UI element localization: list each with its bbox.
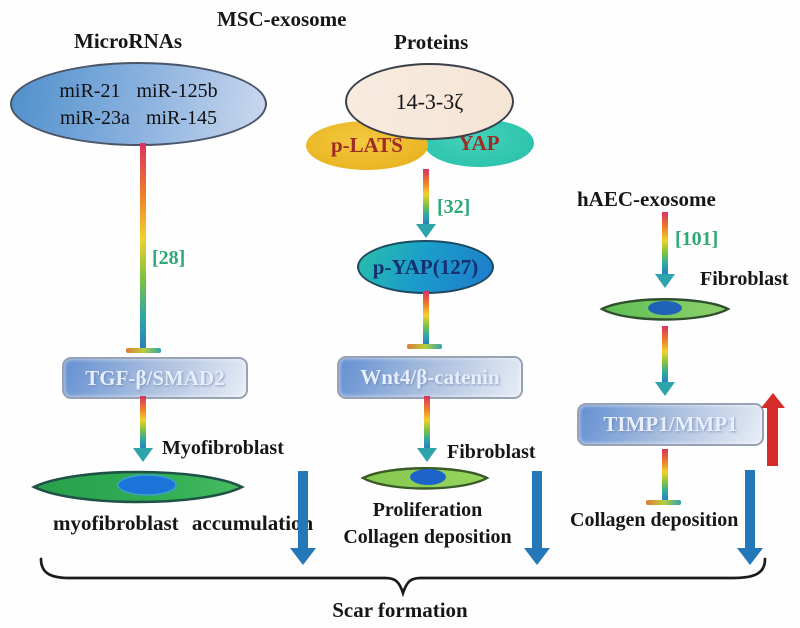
blue-down-arrow-mid-head bbox=[524, 548, 550, 565]
collagen-deposition-label-mid: Collagen deposition bbox=[343, 526, 512, 548]
protein-14-3-3-label: 14-3-3ζ bbox=[395, 88, 464, 114]
mirna-row-2: miR-23a miR-145 bbox=[60, 105, 217, 131]
p-lats-label: p-LATS bbox=[331, 133, 403, 157]
p-yap-label: p-YAP(127) bbox=[372, 254, 479, 279]
cell-nucleus bbox=[410, 469, 446, 485]
inhibition-bar-collagen bbox=[646, 500, 681, 505]
arrowhead-down-icon bbox=[133, 448, 153, 462]
rainbow-line-haec bbox=[662, 212, 668, 274]
rainbow-line-wnt-cell bbox=[424, 396, 430, 448]
scar-formation-label: Scar formation bbox=[332, 598, 468, 622]
inhibition-bar-tgf bbox=[126, 348, 161, 353]
citation-32: [32] bbox=[437, 196, 471, 218]
arrowhead-down-icon bbox=[655, 274, 675, 288]
fibroblast-cell-right bbox=[599, 298, 731, 321]
blue-down-arrow-right-head bbox=[737, 548, 763, 565]
mirna-label: miR-23a bbox=[59, 106, 130, 129]
rainbow-line-yap bbox=[423, 169, 429, 224]
proteins-title: Proteins bbox=[394, 30, 469, 54]
rainbow-line-tgf-cell bbox=[140, 396, 146, 448]
arrowhead-down-icon bbox=[655, 382, 675, 396]
tgf-smad2-box: TGF-β/SMAD2 bbox=[62, 357, 248, 399]
arrowhead-down-icon bbox=[416, 224, 436, 238]
fibroblast-label-mid: Fibroblast bbox=[447, 441, 536, 463]
proliferation-label: Proliferation bbox=[372, 499, 483, 521]
blue-down-arrow-left bbox=[298, 471, 308, 549]
cell-nucleus bbox=[648, 301, 682, 315]
micrornas-title: MicroRNAs bbox=[74, 29, 183, 53]
mirna-ellipse: miR-21 miR-125b miR-23a miR-145 bbox=[10, 62, 267, 146]
rainbow-line-pyap bbox=[423, 291, 429, 344]
rainbow-line-mirna bbox=[140, 143, 146, 349]
msc-exosome-title: MSC-exosome bbox=[217, 7, 347, 31]
red-up-arrow-shaft bbox=[767, 408, 778, 466]
fibroblast-label-right: Fibroblast bbox=[700, 268, 789, 290]
collagen-deposition-label-right: Collagen deposition bbox=[570, 509, 739, 531]
blue-down-arrow-mid bbox=[532, 471, 542, 549]
myofibroblast-cell bbox=[31, 470, 245, 504]
blue-down-arrow-left-head bbox=[290, 548, 316, 565]
citation-28: [28] bbox=[152, 247, 186, 269]
fibroblast-cell-mid bbox=[360, 467, 490, 490]
brace-scar-formation bbox=[39, 557, 767, 598]
citation-101: [101] bbox=[675, 228, 719, 250]
haec-exosome-title: hAEC-exosome bbox=[577, 187, 716, 211]
mid-outcome-label: Proliferation Collagen deposition bbox=[335, 497, 520, 551]
rainbow-line-timp bbox=[662, 449, 668, 500]
protein-14-3-3-ellipse: 14-3-3ζ bbox=[345, 63, 514, 140]
timp1-mmp1-box: TIMP1/MMP1 bbox=[577, 403, 764, 446]
p-yap-ellipse: p-YAP(127) bbox=[357, 240, 494, 294]
mirna-label: miR-21 bbox=[59, 79, 121, 102]
wnt4-catenin-box: Wnt4/β-catenin bbox=[337, 356, 523, 399]
cell-nucleus bbox=[117, 474, 177, 496]
rainbow-line-fibro-timp bbox=[662, 326, 668, 382]
arrowhead-down-icon bbox=[417, 448, 437, 462]
mirna-row-1: miR-21 miR-125b bbox=[59, 78, 217, 104]
mirna-label: miR-145 bbox=[145, 106, 218, 129]
mirna-label: miR-125b bbox=[136, 79, 218, 102]
blue-down-arrow-right bbox=[745, 470, 755, 549]
myofibroblast-accumulation-label: myofibroblast accumulation bbox=[53, 511, 314, 535]
red-up-arrow-icon bbox=[761, 393, 785, 408]
myofibroblast-label: Myofibroblast bbox=[162, 437, 284, 459]
inhibition-bar-wnt bbox=[407, 344, 442, 349]
